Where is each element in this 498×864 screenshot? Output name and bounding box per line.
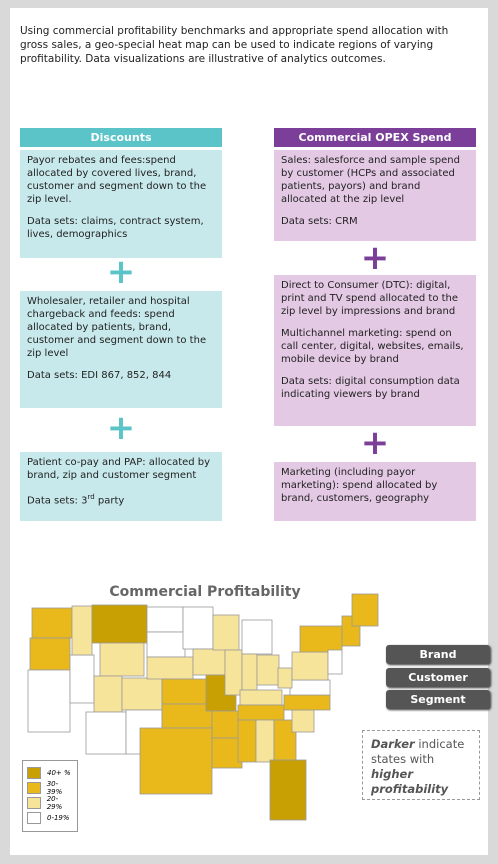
state [161,703,213,729]
state [237,719,257,763]
info-box: Marketing (including payor marketing): s… [274,462,476,521]
info-box: Patient co-pay and PAP: allocated by bra… [20,452,222,521]
legend-item: 30-39% [27,779,73,796]
info-box: Direct to Consumer (DTC): digital, print… [274,275,476,426]
intro: Using commercial profitability benchmark… [20,25,449,65]
box-text: Direct to Consumer (DTC): digital, print… [281,280,459,317]
state [29,637,71,671]
state [212,614,240,651]
map-title: Commercial Profitability [109,584,301,600]
box-text: Wholesaler, retailer and hospital charge… [27,296,207,359]
legend-swatch [27,766,41,779]
box-text: Marketing (including payor marketing): s… [281,467,438,504]
state [256,654,280,686]
box-text: Sales: salesforce and sample spend by cu… [281,155,460,205]
box-text: Data sets: EDI 867, 852, 844 [27,370,172,381]
header: Discounts [20,128,222,147]
note-strong: higher profitability [371,767,449,796]
text: Data sets: 3 [27,495,88,507]
plus-icon: + [106,252,136,292]
state [182,606,214,650]
legend-item: 20-29% [27,794,73,811]
state [269,759,307,821]
header: Commercial OPEX Spend [274,128,476,147]
note-em: Darker [371,737,415,751]
state [283,694,331,711]
legend-item: 40+ % [27,765,73,780]
plus-icon: + [360,423,390,463]
text: party [94,495,125,507]
box-text: Data sets: 3rd party [27,491,215,507]
state [99,642,145,677]
state [192,648,226,676]
state [139,727,213,795]
state [146,656,194,680]
box-text: Data sets: CRM [281,216,358,227]
info-box: Wholesaler, retailer and hospital charge… [20,291,222,408]
state [69,654,95,704]
state [91,604,148,644]
note-text: indicate states with [371,737,465,766]
state [121,677,163,711]
state [351,593,379,627]
legend-item: 0-19% [27,810,73,825]
legend-label: 30-39% [46,779,63,796]
plus-icon: + [106,408,136,448]
legend-swatch [27,811,41,824]
state [85,711,127,755]
superscript: rd [87,493,95,501]
state [241,653,258,691]
box-text: Data sets: digital consumption data indi… [281,376,460,400]
state [211,710,241,739]
state [255,719,275,763]
state [211,737,243,769]
legend-label: 0-19% [47,813,70,822]
state [146,606,184,633]
state [241,619,273,655]
box-text: Data sets: claims, contract system, live… [27,216,204,240]
state [289,679,331,696]
info-box: Payor rebates and fees:spend allocated b… [20,150,222,258]
box-text: Patient co-pay and PAP: allocated by bra… [27,457,211,481]
state [93,675,123,713]
state [277,667,293,689]
legend-swatch [27,796,41,809]
info-box: Sales: salesforce and sample spend by cu… [274,150,476,241]
legend-swatch [27,781,41,794]
state [237,704,285,721]
note: Darker indicate states with higher profi… [362,730,480,800]
state [31,607,73,639]
state [161,678,207,705]
legend: 40+ % 30-39% 20-29% 0-19% [22,760,78,832]
box-text: Payor rebates and fees:spend allocated b… [27,155,207,205]
plus-icon: + [360,238,390,278]
state [291,709,315,733]
legend-label: 40+ % [47,768,71,777]
state [224,649,243,696]
segment-button[interactable]: Segment [386,690,490,709]
state [291,651,329,681]
customer-button[interactable]: Customer [386,668,490,687]
legend-label: 20-29% [46,794,63,811]
brand-button[interactable]: Brand [386,645,490,664]
state [27,669,71,733]
state [299,625,343,653]
box-text: Multichannel marketing: spend on call ce… [281,328,464,365]
state [239,689,283,706]
state [327,649,343,675]
state [146,631,186,658]
state [71,605,93,656]
